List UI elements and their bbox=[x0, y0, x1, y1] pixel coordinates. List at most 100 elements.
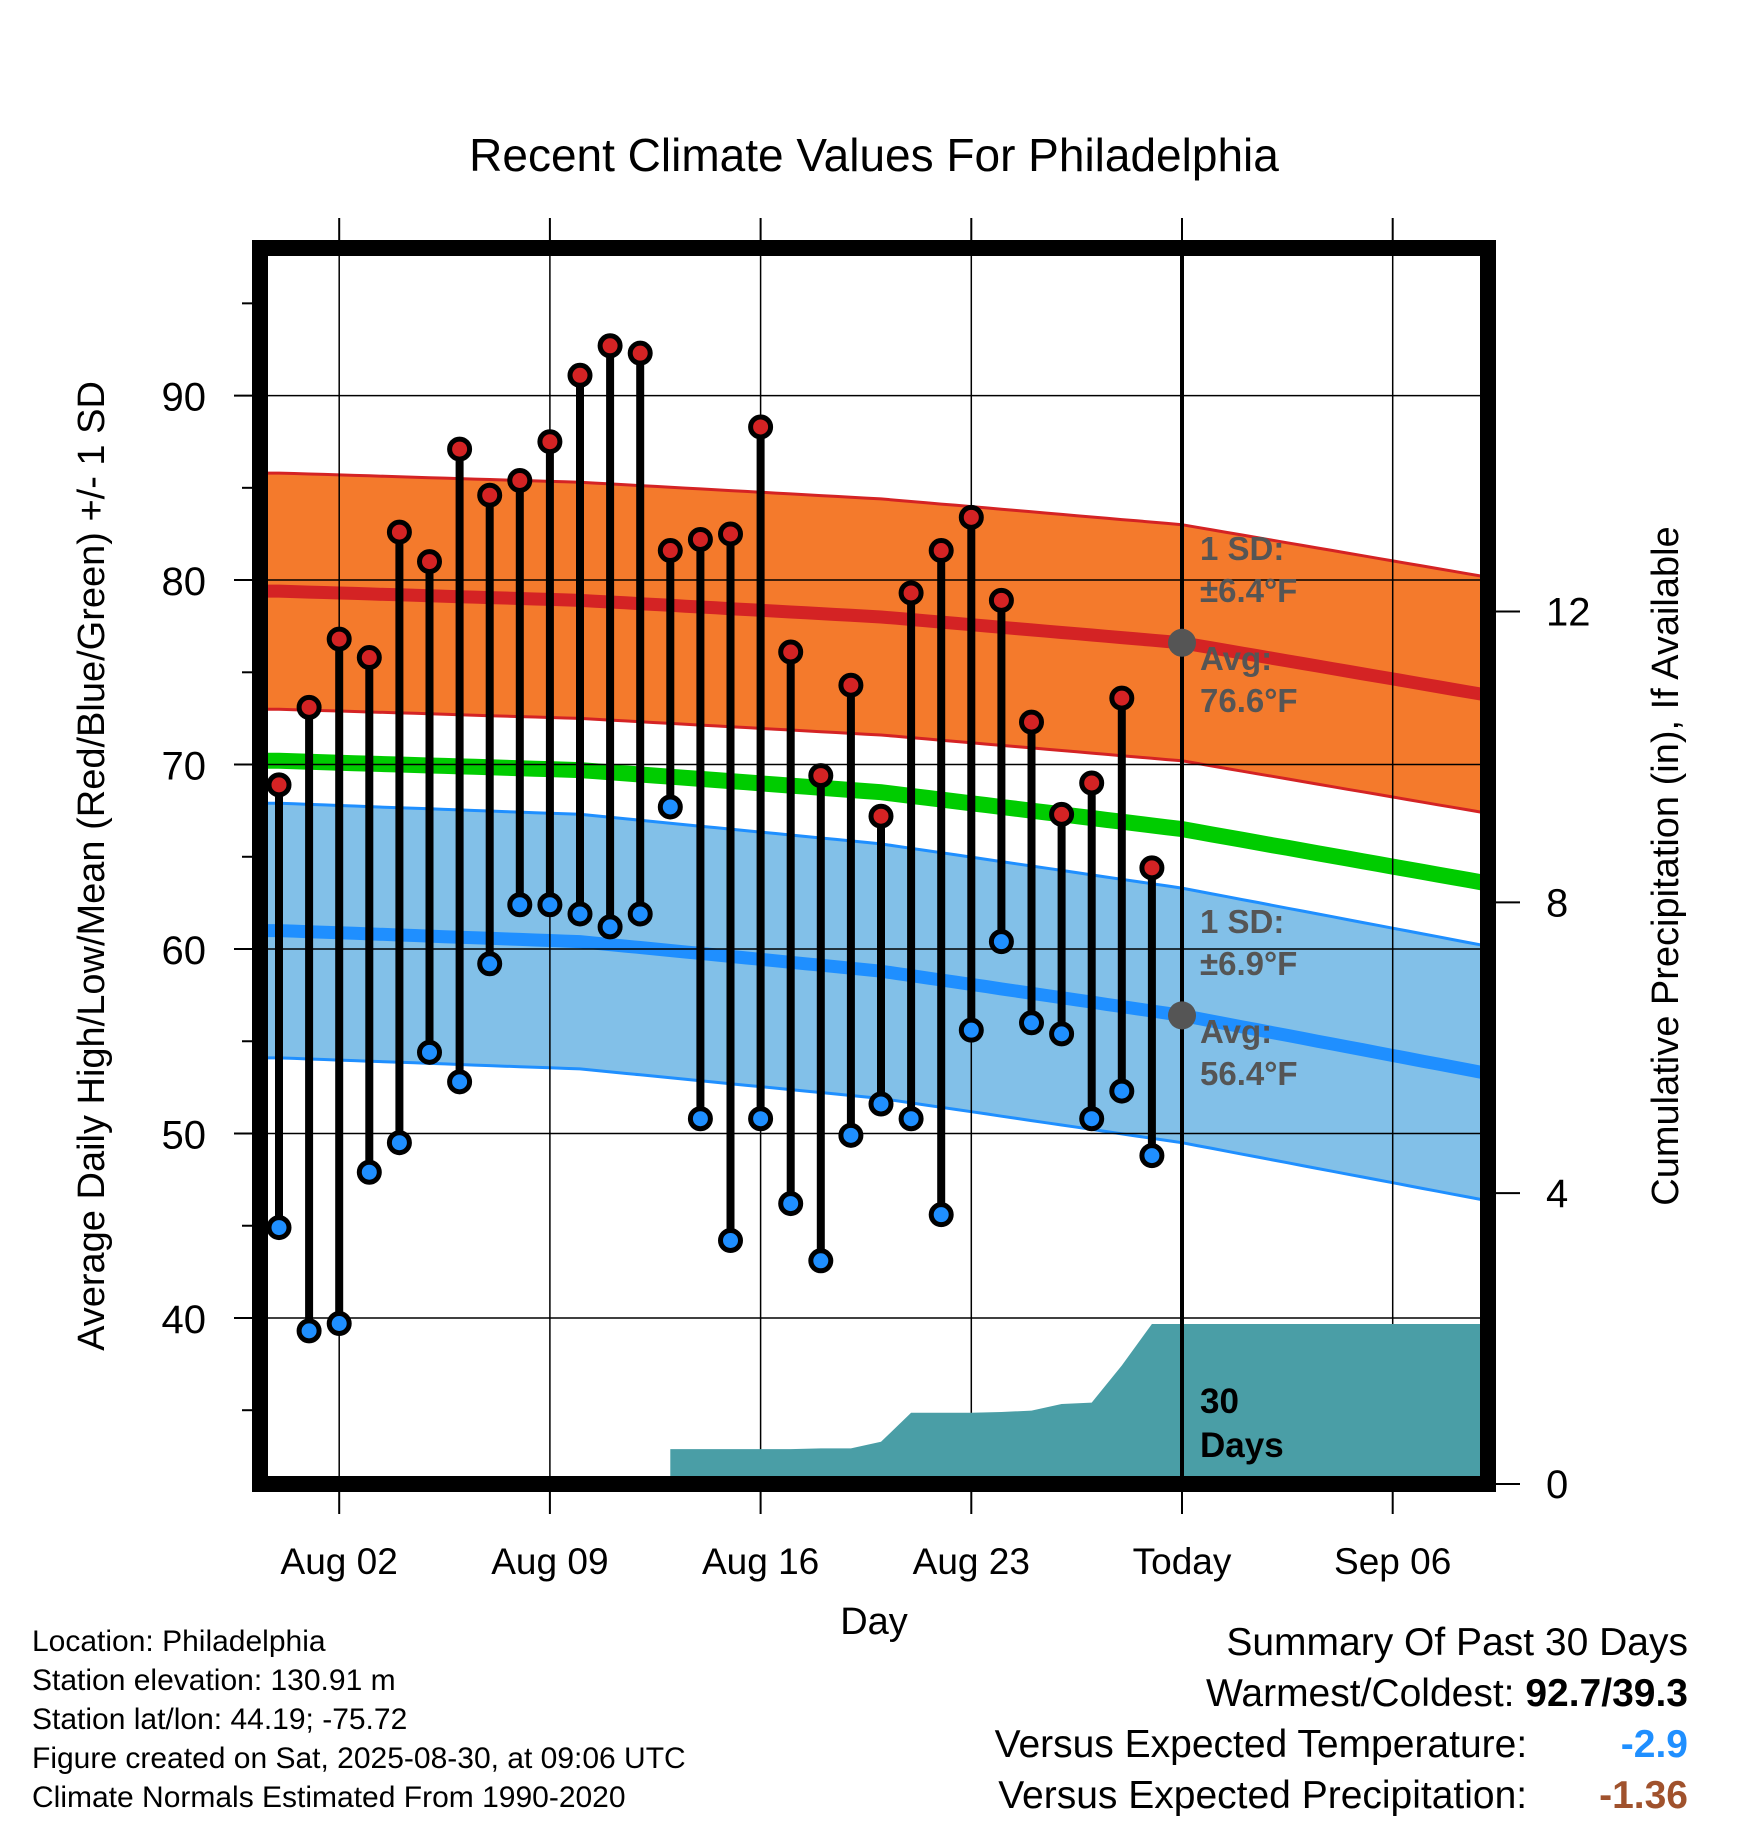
daily-high-dot bbox=[1139, 855, 1165, 881]
high-avg-value: 76.6°F bbox=[1200, 682, 1298, 719]
y2-axis-label: Cumulative Precipitation (in), If Availa… bbox=[1645, 526, 1687, 1205]
low-avg-label: Avg: bbox=[1200, 1013, 1272, 1050]
daily-high-dot bbox=[898, 580, 924, 606]
daily-high-dot bbox=[356, 645, 382, 671]
daily-high-dot bbox=[537, 429, 563, 455]
daily-high-dot bbox=[477, 482, 503, 508]
daily-low-dot bbox=[507, 892, 533, 918]
daily-high-dot bbox=[718, 521, 743, 547]
daily-high-dot bbox=[296, 694, 322, 720]
precip-departure-label: Versus Expected Precipitation: bbox=[998, 1774, 1528, 1817]
low-sd-label: 1 SD: bbox=[1200, 903, 1284, 940]
daily-high-dot bbox=[507, 467, 533, 493]
daily-low-dot bbox=[1019, 1010, 1044, 1036]
daily-low-dot bbox=[296, 1318, 322, 1344]
x-tick-label: Aug 09 bbox=[491, 1541, 608, 1582]
summary-heading: Summary Of Past 30 Days bbox=[1226, 1621, 1688, 1664]
warm-cold-value: 92.7/39.3 bbox=[1525, 1672, 1688, 1715]
info-location: Location: Philadelphia bbox=[32, 1625, 326, 1658]
daily-high-dot bbox=[958, 504, 984, 530]
daily-high-dot bbox=[266, 772, 292, 798]
daily-high-dot bbox=[808, 763, 834, 789]
y-tick-label: 60 bbox=[162, 929, 207, 973]
daily-low-dot bbox=[356, 1159, 382, 1185]
daily-low-dot bbox=[417, 1039, 442, 1065]
y-tick-label: 50 bbox=[162, 1113, 207, 1157]
y-axis-label: Average Daily High/Low/Mean (Red/Blue/Gr… bbox=[71, 381, 113, 1351]
low-avg-value: 56.4°F bbox=[1200, 1055, 1298, 1092]
high-sd-value: ±6.4°F bbox=[1200, 572, 1297, 609]
y2-tick-label: 12 bbox=[1546, 591, 1591, 635]
precip-departure-value: -1.36 bbox=[1599, 1774, 1688, 1817]
plot-frame bbox=[252, 240, 1496, 1492]
daily-high-dot bbox=[1049, 801, 1075, 827]
temp-departure-label: Versus Expected Temperature: bbox=[994, 1723, 1528, 1766]
daily-high-dot bbox=[928, 538, 954, 564]
daily-high-dot bbox=[1079, 770, 1105, 796]
daily-low-dot bbox=[958, 1017, 984, 1043]
y-tick-label: 80 bbox=[162, 560, 207, 604]
daily-low-dot bbox=[477, 951, 503, 977]
daily-high-dot bbox=[838, 672, 864, 698]
daily-high-dot bbox=[386, 519, 412, 545]
daily-high-dot bbox=[868, 803, 894, 829]
daily-low-dot bbox=[266, 1215, 292, 1241]
x-tick-label: Aug 16 bbox=[702, 1541, 819, 1582]
y2-tick-label: 8 bbox=[1546, 881, 1568, 925]
info-elevation: Station elevation: 130.91 m bbox=[32, 1664, 396, 1697]
temp-departure-value: -2.9 bbox=[1620, 1723, 1688, 1766]
daily-low-dot bbox=[808, 1248, 834, 1274]
daily-low-dot bbox=[1139, 1143, 1165, 1169]
info-created: Figure created on Sat, 2025-08-30, at 09… bbox=[32, 1742, 686, 1775]
daily-low-dot bbox=[1079, 1106, 1105, 1132]
daily-low-dot bbox=[898, 1106, 924, 1132]
daily-high-dot bbox=[687, 526, 713, 552]
precip-days-label: 30 bbox=[1200, 1382, 1239, 1421]
low-sd-value: ±6.9°F bbox=[1200, 945, 1297, 982]
daily-low-dot bbox=[748, 1106, 774, 1132]
plot-area bbox=[260, 248, 1488, 1484]
y2-tick-label: 0 bbox=[1546, 1463, 1568, 1507]
daily-high-dot bbox=[778, 639, 804, 665]
station-info: Location: Philadelphia Station elevation… bbox=[32, 1622, 686, 1817]
daily-low-dot bbox=[1109, 1078, 1135, 1104]
daily-high-dot bbox=[567, 362, 593, 388]
x-tick-label: Aug 02 bbox=[281, 1541, 398, 1582]
summary-panel: Summary Of Past 30 Days Warmest/Coldest:… bbox=[995, 1617, 1688, 1821]
high-sd-label: 1 SD: bbox=[1200, 530, 1284, 567]
daily-high-dot bbox=[627, 340, 653, 366]
daily-high-dot bbox=[326, 626, 352, 652]
daily-high-dot bbox=[1019, 709, 1044, 735]
daily-low-dot bbox=[687, 1106, 713, 1132]
y2-tick-label: 4 bbox=[1546, 1172, 1568, 1216]
daily-high-dot bbox=[597, 333, 623, 359]
precip-days-unit: Days bbox=[1200, 1426, 1284, 1465]
daily-high-dot bbox=[1109, 685, 1135, 711]
daily-low-dot bbox=[1049, 1021, 1075, 1047]
daily-low-dot bbox=[657, 794, 683, 820]
today-high-avg-marker bbox=[1168, 628, 1196, 657]
daily-high-dot bbox=[417, 549, 442, 575]
high-avg-label: Avg: bbox=[1200, 640, 1272, 677]
x-tick-label: Aug 23 bbox=[913, 1541, 1030, 1582]
daily-low-dot bbox=[868, 1091, 894, 1117]
daily-low-dot bbox=[778, 1191, 804, 1217]
daily-high-dot bbox=[748, 414, 774, 440]
daily-low-dot bbox=[988, 929, 1014, 955]
x-tick-label: Sep 06 bbox=[1334, 1541, 1451, 1582]
daily-high-dot bbox=[657, 538, 683, 564]
x-tick-label: Today bbox=[1133, 1541, 1232, 1582]
daily-low-dot bbox=[718, 1227, 743, 1253]
daily-low-dot bbox=[838, 1122, 864, 1148]
daily-low-dot bbox=[447, 1069, 473, 1095]
x-axis-label: Day bbox=[840, 1601, 908, 1643]
warm-cold-label: Warmest/Coldest: bbox=[1206, 1672, 1515, 1715]
y-tick-label: 40 bbox=[162, 1298, 207, 1342]
precip-area bbox=[670, 1324, 1488, 1484]
info-normals: Climate Normals Estimated From 1990-2020 bbox=[32, 1781, 626, 1814]
today-low-avg-marker bbox=[1168, 1001, 1196, 1030]
daily-low-dot bbox=[627, 901, 653, 927]
daily-low-dot bbox=[537, 892, 563, 918]
info-latlon: Station lat/lon: 44.19; -75.72 bbox=[32, 1703, 408, 1736]
